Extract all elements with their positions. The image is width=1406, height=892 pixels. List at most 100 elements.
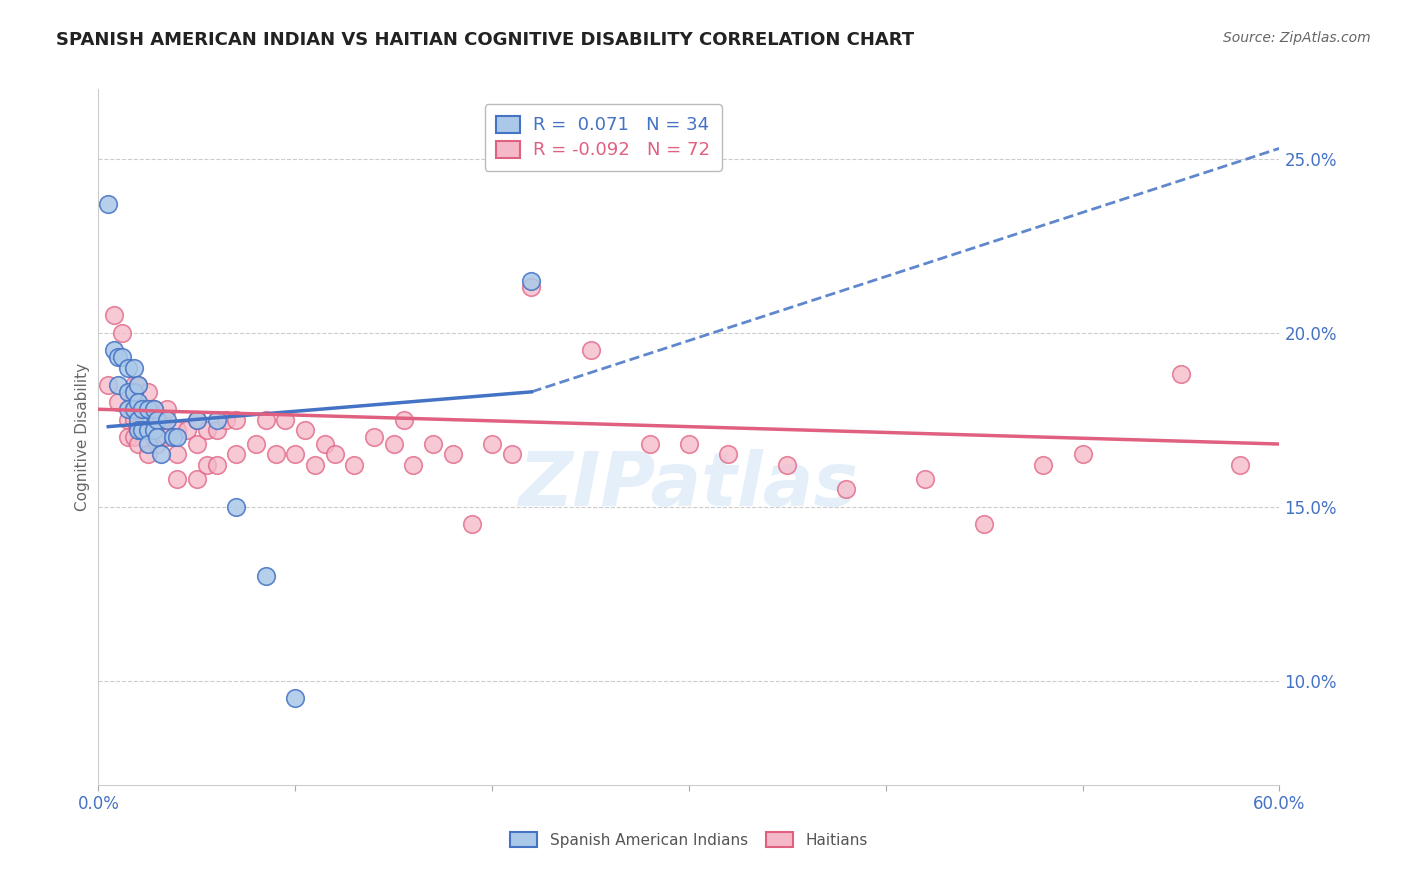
Point bbox=[973, 517, 995, 532]
Point bbox=[127, 378, 149, 392]
Point bbox=[146, 412, 169, 427]
Text: SPANISH AMERICAN INDIAN VS HAITIAN COGNITIVE DISABILITY CORRELATION CHART: SPANISH AMERICAN INDIAN VS HAITIAN COGNI… bbox=[56, 31, 914, 49]
Point bbox=[422, 437, 444, 451]
Point bbox=[136, 402, 159, 417]
Point bbox=[142, 402, 165, 417]
Point bbox=[166, 472, 188, 486]
Point bbox=[122, 384, 145, 399]
Point bbox=[1032, 458, 1054, 472]
Point bbox=[520, 280, 543, 294]
Point bbox=[501, 447, 523, 461]
Point bbox=[156, 402, 179, 417]
Point bbox=[254, 569, 277, 583]
Point bbox=[117, 430, 139, 444]
Point bbox=[264, 447, 287, 461]
Point bbox=[122, 430, 145, 444]
Point bbox=[225, 447, 247, 461]
Point bbox=[136, 423, 159, 437]
Point bbox=[127, 395, 149, 409]
Point bbox=[186, 472, 208, 486]
Point bbox=[107, 395, 129, 409]
Point bbox=[776, 458, 799, 472]
Point bbox=[186, 412, 208, 427]
Point bbox=[304, 458, 326, 472]
Point bbox=[461, 517, 484, 532]
Point bbox=[402, 458, 425, 472]
Point bbox=[150, 412, 173, 427]
Point bbox=[142, 423, 165, 437]
Point bbox=[678, 437, 700, 451]
Point bbox=[186, 437, 208, 451]
Point bbox=[103, 343, 125, 357]
Point bbox=[195, 458, 218, 472]
Point bbox=[205, 423, 228, 437]
Point bbox=[225, 500, 247, 514]
Point bbox=[323, 447, 346, 461]
Point bbox=[146, 412, 169, 427]
Point bbox=[254, 412, 277, 427]
Point bbox=[122, 378, 145, 392]
Point bbox=[127, 419, 149, 434]
Point bbox=[343, 458, 366, 472]
Point bbox=[136, 423, 159, 437]
Point bbox=[146, 430, 169, 444]
Point bbox=[136, 447, 159, 461]
Point bbox=[314, 437, 336, 451]
Point bbox=[107, 350, 129, 364]
Point bbox=[186, 412, 208, 427]
Point bbox=[136, 384, 159, 399]
Point bbox=[392, 412, 415, 427]
Point bbox=[284, 447, 307, 461]
Point bbox=[1229, 458, 1251, 472]
Point bbox=[638, 437, 661, 451]
Point bbox=[97, 378, 120, 392]
Point bbox=[131, 402, 153, 417]
Point bbox=[579, 343, 602, 357]
Point bbox=[166, 423, 188, 437]
Point bbox=[131, 402, 153, 417]
Point bbox=[136, 402, 159, 417]
Point bbox=[481, 437, 503, 451]
Point bbox=[162, 430, 184, 444]
Point bbox=[215, 412, 238, 427]
Point bbox=[142, 402, 165, 417]
Text: Source: ZipAtlas.com: Source: ZipAtlas.com bbox=[1223, 31, 1371, 45]
Point bbox=[914, 472, 936, 486]
Point bbox=[166, 447, 188, 461]
Y-axis label: Cognitive Disability: Cognitive Disability bbox=[75, 363, 90, 511]
Point bbox=[156, 430, 179, 444]
Point bbox=[150, 447, 173, 461]
Point bbox=[363, 430, 385, 444]
Point bbox=[127, 437, 149, 451]
Point bbox=[176, 423, 198, 437]
Point bbox=[166, 430, 188, 444]
Point bbox=[520, 273, 543, 287]
Point bbox=[146, 437, 169, 451]
Point bbox=[274, 412, 297, 427]
Point bbox=[97, 197, 120, 211]
Point bbox=[127, 402, 149, 417]
Point bbox=[122, 402, 145, 417]
Point bbox=[205, 412, 228, 427]
Point bbox=[117, 384, 139, 399]
Point bbox=[441, 447, 464, 461]
Point bbox=[1170, 368, 1192, 382]
Point bbox=[1071, 447, 1094, 461]
Point bbox=[205, 458, 228, 472]
Point bbox=[122, 412, 145, 427]
Legend: Spanish American Indians, Haitians: Spanish American Indians, Haitians bbox=[503, 826, 875, 854]
Point bbox=[717, 447, 740, 461]
Point bbox=[103, 308, 125, 322]
Point bbox=[195, 423, 218, 437]
Point bbox=[835, 482, 858, 496]
Point bbox=[136, 437, 159, 451]
Point bbox=[117, 412, 139, 427]
Point bbox=[117, 360, 139, 375]
Point bbox=[111, 326, 134, 340]
Point bbox=[245, 437, 267, 451]
Point bbox=[127, 378, 149, 392]
Point bbox=[122, 360, 145, 375]
Point bbox=[284, 690, 307, 705]
Point bbox=[122, 395, 145, 409]
Point bbox=[382, 437, 405, 451]
